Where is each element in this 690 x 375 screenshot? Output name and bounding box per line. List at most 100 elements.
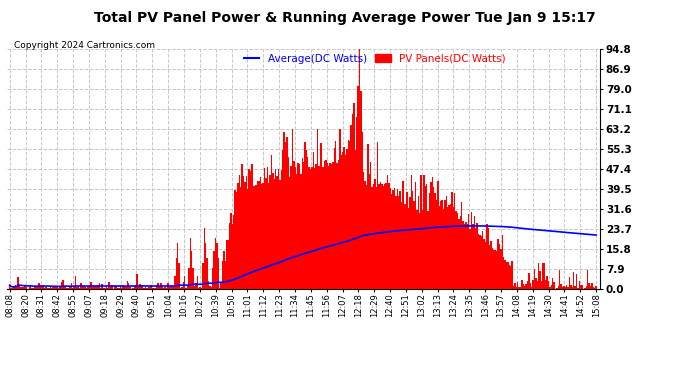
- Bar: [417, 196, 419, 289]
- Bar: [437, 181, 439, 289]
- Bar: [52, 287, 54, 289]
- Bar: [415, 182, 416, 289]
- Bar: [178, 263, 179, 289]
- Bar: [168, 288, 170, 289]
- Bar: [408, 208, 409, 289]
- Bar: [240, 187, 241, 289]
- Bar: [54, 287, 55, 289]
- Bar: [195, 283, 197, 289]
- Bar: [375, 187, 377, 289]
- Bar: [443, 209, 444, 289]
- Bar: [542, 263, 544, 289]
- Bar: [364, 181, 366, 289]
- Bar: [451, 192, 453, 289]
- Bar: [546, 276, 548, 289]
- Bar: [236, 192, 237, 289]
- Bar: [473, 216, 475, 289]
- Bar: [515, 287, 517, 289]
- Bar: [489, 244, 491, 289]
- Bar: [96, 286, 97, 289]
- Bar: [50, 286, 51, 289]
- Bar: [61, 282, 62, 289]
- Bar: [491, 242, 492, 289]
- Bar: [545, 280, 546, 289]
- Bar: [379, 184, 380, 289]
- Bar: [266, 167, 268, 289]
- Bar: [279, 180, 281, 289]
- Bar: [17, 277, 19, 289]
- Bar: [453, 207, 454, 289]
- Bar: [411, 175, 412, 289]
- Bar: [295, 167, 296, 289]
- Bar: [362, 132, 363, 289]
- Bar: [93, 285, 95, 289]
- Bar: [141, 286, 142, 289]
- Bar: [126, 281, 128, 289]
- Bar: [468, 214, 469, 289]
- Bar: [215, 238, 216, 289]
- Bar: [394, 188, 395, 289]
- Bar: [224, 261, 226, 289]
- Bar: [175, 258, 177, 289]
- Bar: [485, 242, 486, 289]
- Bar: [181, 286, 183, 289]
- Bar: [428, 211, 429, 289]
- Bar: [322, 167, 324, 289]
- Bar: [314, 168, 315, 289]
- Bar: [310, 170, 311, 289]
- Bar: [504, 260, 506, 289]
- Bar: [391, 194, 393, 289]
- Bar: [177, 243, 178, 289]
- Bar: [535, 278, 537, 289]
- Bar: [276, 176, 277, 289]
- Bar: [382, 184, 383, 289]
- Bar: [569, 277, 570, 289]
- Bar: [387, 175, 388, 289]
- Bar: [237, 183, 239, 289]
- Bar: [511, 261, 513, 289]
- Bar: [160, 283, 161, 289]
- Bar: [170, 286, 171, 289]
- Bar: [259, 177, 261, 289]
- Bar: [587, 270, 589, 289]
- Bar: [135, 285, 137, 289]
- Bar: [268, 183, 269, 289]
- Bar: [510, 267, 511, 289]
- Legend: Average(DC Watts), PV Panels(DC Watts): Average(DC Watts), PV Panels(DC Watts): [244, 54, 506, 64]
- Bar: [275, 168, 276, 289]
- Bar: [95, 286, 96, 289]
- Bar: [435, 192, 436, 289]
- Bar: [250, 171, 251, 289]
- Bar: [447, 207, 448, 289]
- Bar: [199, 287, 201, 289]
- Bar: [522, 284, 524, 289]
- Bar: [486, 224, 488, 289]
- Bar: [208, 281, 209, 289]
- Bar: [413, 201, 415, 289]
- Bar: [43, 285, 44, 289]
- Bar: [83, 286, 85, 289]
- Bar: [571, 286, 573, 289]
- Bar: [251, 164, 253, 289]
- Bar: [110, 286, 111, 289]
- Bar: [454, 193, 455, 289]
- Bar: [352, 114, 353, 289]
- Bar: [564, 287, 566, 289]
- Bar: [524, 286, 525, 289]
- Bar: [476, 224, 478, 289]
- Bar: [432, 177, 433, 289]
- Bar: [551, 285, 552, 289]
- Bar: [248, 169, 250, 289]
- Bar: [62, 280, 63, 289]
- Bar: [282, 150, 284, 289]
- Bar: [288, 157, 289, 289]
- Bar: [325, 160, 326, 289]
- Bar: [566, 285, 567, 289]
- Bar: [166, 288, 167, 289]
- Bar: [448, 204, 450, 289]
- Bar: [201, 288, 202, 289]
- Bar: [58, 288, 59, 289]
- Bar: [349, 141, 351, 289]
- Bar: [395, 196, 397, 289]
- Bar: [493, 250, 495, 289]
